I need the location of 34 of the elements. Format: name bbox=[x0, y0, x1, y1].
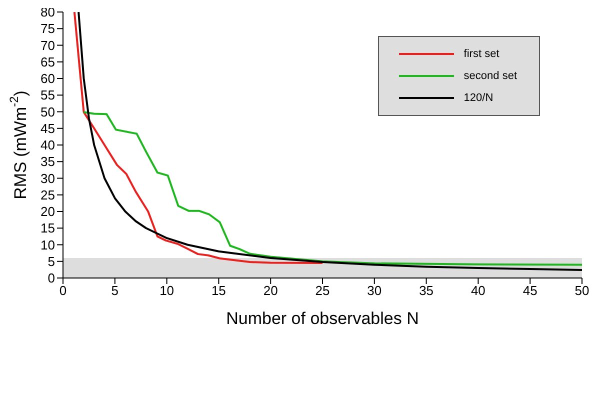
y-tick-label: 15 bbox=[40, 220, 55, 236]
x-tick-label: 35 bbox=[419, 283, 434, 298]
y-tick-label: 50 bbox=[40, 104, 55, 120]
line-series bbox=[78, 12, 582, 272]
x-tick-label: 0 bbox=[59, 283, 67, 298]
x-tick-label: 50 bbox=[574, 283, 590, 298]
y-tick-label: 55 bbox=[40, 88, 55, 103]
legend-label: first set bbox=[464, 48, 500, 60]
line-series bbox=[73, 12, 324, 264]
y-tick-label: 0 bbox=[48, 270, 55, 286]
x-tick-label: 40 bbox=[470, 283, 486, 298]
x-tick-label: 25 bbox=[315, 283, 330, 298]
y-tick-label: 20 bbox=[40, 204, 55, 220]
x-tick-label: 45 bbox=[522, 283, 538, 298]
y-tick-label: 45 bbox=[40, 120, 55, 136]
x-tick-label: 10 bbox=[160, 283, 174, 298]
x-tick-label: 15 bbox=[211, 283, 226, 298]
y-tick-label: 25 bbox=[40, 187, 55, 202]
y-tick-label: 30 bbox=[40, 170, 55, 186]
y-tick-label: 60 bbox=[40, 71, 55, 86]
y-tick-label: 40 bbox=[40, 138, 55, 153]
line-series bbox=[82, 111, 582, 266]
x-tick-label: 30 bbox=[367, 283, 382, 298]
y-tick-label: 5 bbox=[48, 254, 55, 269]
x-axis-title: Number of observables N bbox=[226, 309, 419, 328]
y-tick-label: 10 bbox=[40, 237, 55, 252]
y-tick-label: 75 bbox=[40, 21, 55, 36]
x-tick-label: 5 bbox=[111, 283, 119, 298]
legend-label: second set bbox=[464, 70, 517, 82]
y-tick-label: 65 bbox=[40, 54, 55, 70]
x-tick-label: 20 bbox=[263, 283, 278, 298]
y-tick-label: 35 bbox=[40, 154, 55, 170]
legend-label: 120/N bbox=[464, 92, 494, 104]
y-tick-label: 70 bbox=[40, 38, 55, 53]
